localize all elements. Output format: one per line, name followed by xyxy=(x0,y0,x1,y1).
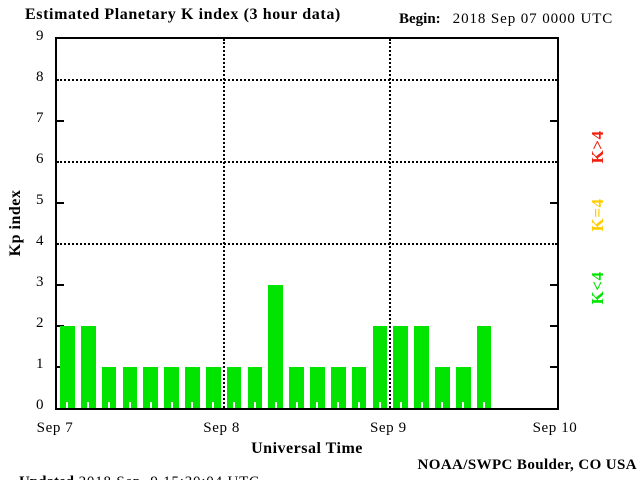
bar-tick-notch xyxy=(274,402,277,408)
chart-title: Estimated Planetary K index (3 hour data… xyxy=(25,6,341,23)
kp-bar xyxy=(393,326,409,408)
gridline-kp-4 xyxy=(57,243,557,245)
y-tick-label-2: 2 xyxy=(36,315,44,331)
kp-bar xyxy=(289,367,304,408)
bar-tick-notch xyxy=(87,402,90,408)
legend-item-k-above-4: K>4 xyxy=(588,130,607,164)
kp-bar xyxy=(372,326,388,408)
x-tick-label-sep-8: Sep 8 xyxy=(203,420,241,436)
axis-tick-left-kp-7 xyxy=(57,120,64,122)
bar-tick-notch xyxy=(295,402,298,408)
kp-bar xyxy=(268,285,284,408)
axis-tick-right-kp-2 xyxy=(550,325,557,327)
axis-tick-left-kp-5 xyxy=(57,202,64,204)
axis-tick-right-kp-5 xyxy=(550,202,557,204)
axis-tick-right-kp-7 xyxy=(550,120,557,122)
bar-tick-notch xyxy=(399,402,402,408)
bar-tick-notch xyxy=(170,402,173,408)
axis-tick-left-kp-3 xyxy=(57,284,64,286)
y-tick-label-3: 3 xyxy=(36,274,44,290)
bar-tick-notch xyxy=(420,402,423,408)
y-tick-label-4: 4 xyxy=(36,233,44,249)
kp-bar xyxy=(164,367,179,408)
kp-bar xyxy=(80,326,96,408)
kp-bar xyxy=(101,367,117,408)
bar-tick-notch xyxy=(462,402,465,408)
updated-label: Updated xyxy=(19,474,74,480)
kp-bar xyxy=(60,326,75,408)
bar-tick-notch xyxy=(253,402,256,408)
kp-bar xyxy=(330,367,346,408)
gridline-kp-8 xyxy=(57,79,557,81)
y-tick-label-8: 8 xyxy=(36,69,44,85)
x-tick-label-sep-9: Sep 9 xyxy=(369,420,407,436)
kp-bar xyxy=(226,367,242,408)
x-axis-title: Universal Time xyxy=(251,440,363,457)
begin-value: 2018 Sep 07 0000 UTC xyxy=(452,11,614,27)
bar-tick-notch xyxy=(149,402,152,408)
bar-tick-notch xyxy=(108,402,111,408)
y-tick-label-5: 5 xyxy=(36,192,44,208)
y-tick-label-1: 1 xyxy=(36,356,44,372)
updated-value: 2018 Sep 9 15:30:04 UTC xyxy=(74,474,260,480)
y-tick-label-0: 0 xyxy=(36,397,44,413)
x-tick-label-sep-7: Sep 7 xyxy=(36,420,74,436)
kp-bar xyxy=(414,326,429,408)
kp-bar xyxy=(205,367,221,408)
y-tick-label-7: 7 xyxy=(36,110,44,126)
bar-tick-notch xyxy=(441,402,444,408)
bar-tick-notch xyxy=(316,402,319,408)
y-tick-label-6: 6 xyxy=(36,151,44,167)
legend-item-k-below-4: K<4 xyxy=(588,271,607,305)
y-tick-label-9: 9 xyxy=(36,28,44,44)
kp-bar xyxy=(435,367,450,408)
kp-bar xyxy=(247,367,263,408)
bar-tick-notch xyxy=(66,402,69,408)
bar-tick-notch xyxy=(128,402,131,408)
kp-bar xyxy=(351,367,367,408)
bar-tick-notch xyxy=(212,402,215,408)
plot-area xyxy=(55,37,559,410)
day-line-sep-8 xyxy=(222,39,225,408)
day-line-sep-9 xyxy=(389,39,392,408)
source-attribution: NOAA/SWPC Boulder, CO USA xyxy=(417,457,637,473)
gridline-kp-6 xyxy=(57,161,557,163)
begin-label: Begin: xyxy=(399,11,441,27)
legend-item-k-equal-4: K=4 xyxy=(588,198,607,232)
axis-tick-right-kp-3 xyxy=(550,284,557,286)
bar-tick-notch xyxy=(233,402,236,408)
bar-tick-notch xyxy=(337,402,340,408)
kp-bar xyxy=(455,367,471,408)
bar-tick-notch xyxy=(378,402,381,408)
bar-tick-notch xyxy=(358,402,361,408)
bar-tick-notch xyxy=(191,402,194,408)
axis-tick-right-kp-1 xyxy=(550,366,557,368)
begin-info: Begin: 2018 Sep 07 0000 UTC xyxy=(399,11,613,28)
x-tick-label-sep-10: Sep 10 xyxy=(532,420,578,436)
kp-bar xyxy=(143,367,159,408)
updated-timestamp: Updated 2018 Sep 9 15:30:04 UTC xyxy=(4,457,260,480)
kp-bar xyxy=(185,367,200,408)
kp-bar xyxy=(122,367,138,408)
kp-bar xyxy=(476,326,492,408)
kp-bar xyxy=(310,367,325,408)
bar-tick-notch xyxy=(483,402,486,408)
